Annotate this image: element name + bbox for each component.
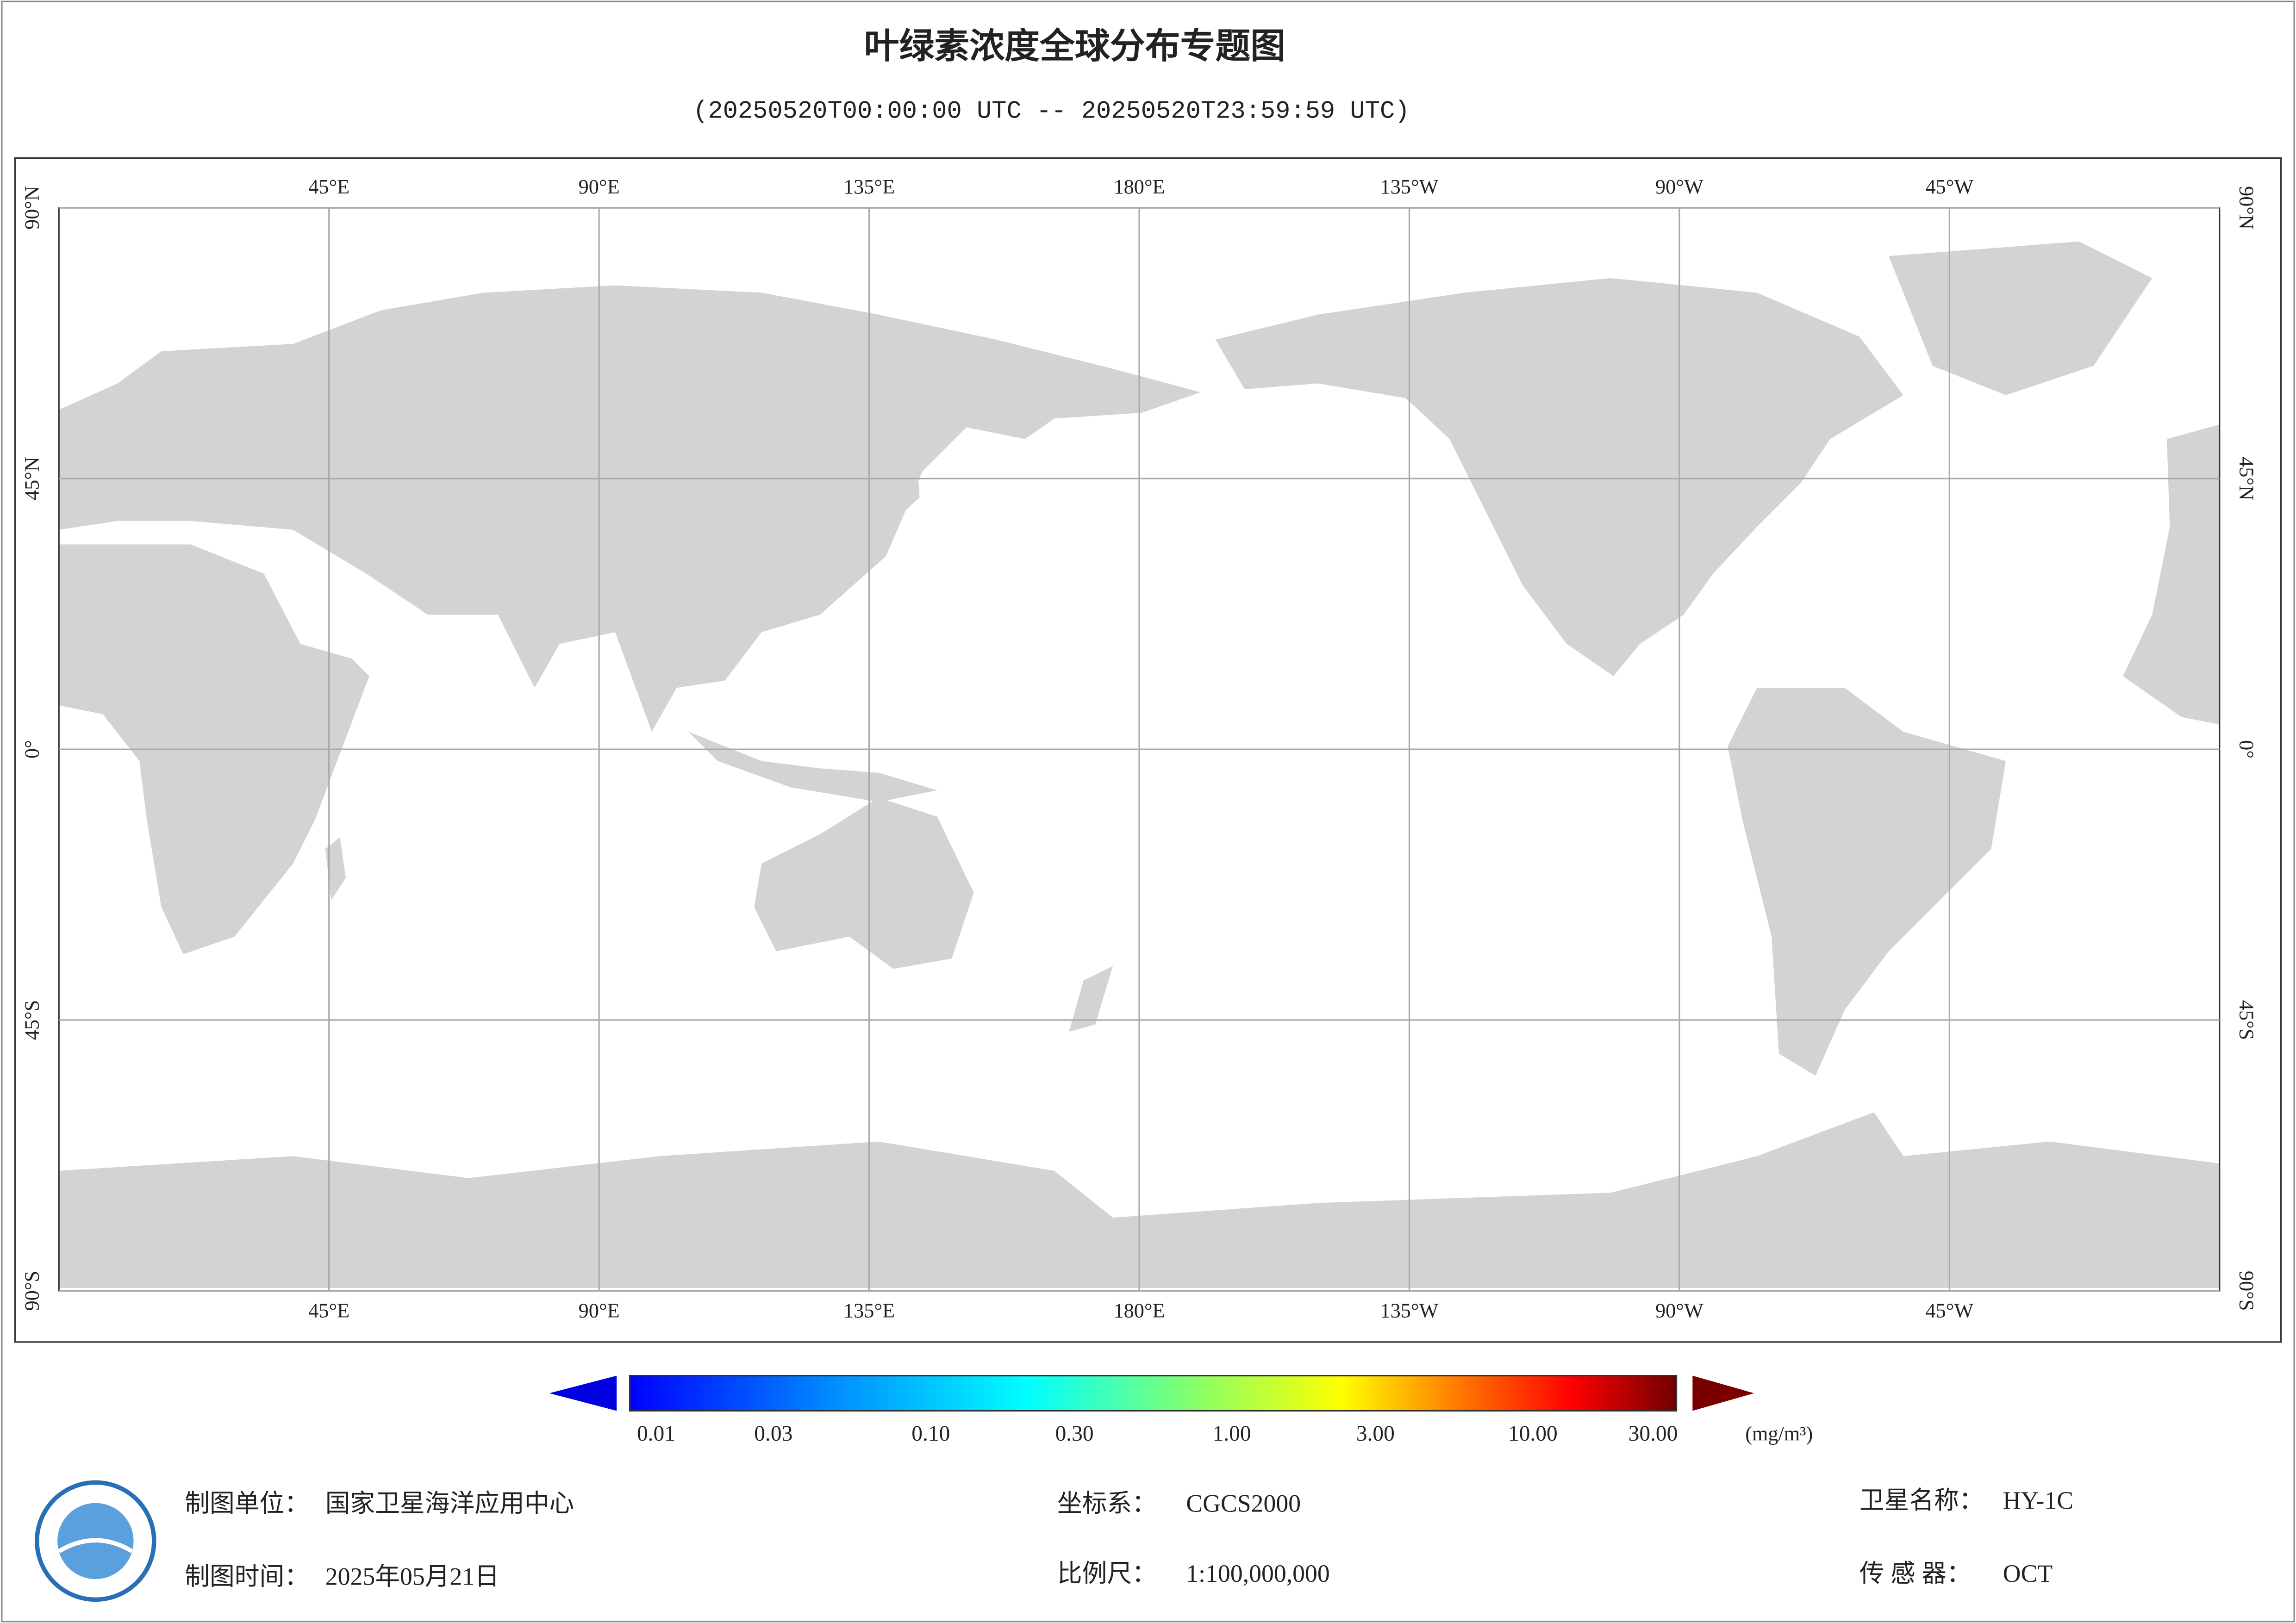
- footer-crs-label: 坐标系：: [1057, 1489, 1157, 1517]
- colorbar-tick-label: 0.30: [1055, 1422, 1094, 1446]
- indonesia: [688, 732, 937, 802]
- footer-scale-value: 1:100,000,000: [1186, 1560, 1330, 1587]
- lat-label-right: 45°S: [2235, 1000, 2258, 1040]
- colorbar-tick-label: 0.01: [637, 1422, 675, 1446]
- footer-sensor-value: OCT: [2003, 1560, 2053, 1587]
- colorbar-over-arrow: [1692, 1375, 1754, 1411]
- greenland: [1889, 241, 2152, 395]
- japan: [871, 439, 920, 542]
- lat-label-right: 90°S: [2235, 1271, 2258, 1311]
- colorbar-tick-label: 30.00: [1628, 1422, 1678, 1446]
- eurasia: [59, 285, 1201, 732]
- lat-label-left: 90°S: [21, 1271, 44, 1311]
- europe-africa-east: [2123, 424, 2220, 725]
- new-zealand: [1069, 966, 1113, 1032]
- footer-time-value: 2025年05月21日: [325, 1562, 499, 1590]
- north-america: [1215, 278, 1903, 676]
- lon-label-bottom: 45°E: [308, 1300, 349, 1322]
- footer-time-label: 制图时间：: [185, 1562, 309, 1590]
- lat-label-left: 90°N: [21, 186, 44, 230]
- lon-label-top: 90°W: [1655, 175, 1703, 198]
- lon-label-top: 90°E: [579, 175, 620, 198]
- footer-crs-value: CGCS2000: [1186, 1489, 1301, 1517]
- lon-label-top: 45°W: [1925, 175, 1973, 198]
- colorbar: [629, 1374, 1678, 1412]
- lat-label-left: 45°N: [21, 457, 44, 500]
- footer-satellite-value: HY-1C: [2003, 1486, 2073, 1514]
- title: 叶绿素浓度全球分布专题图: [864, 25, 1286, 66]
- footer-unit-value: 国家卫星海洋应用中心: [325, 1489, 574, 1517]
- lon-label-bottom: 90°W: [1655, 1300, 1703, 1322]
- lat-label-left: 0°: [21, 740, 44, 759]
- lat-label-right: 0°: [2235, 740, 2258, 759]
- footer-scale-label: 比例尺：: [1057, 1560, 1157, 1587]
- colorbar-tick-label: 1.00: [1213, 1422, 1251, 1446]
- colorbar-tick-label: 0.10: [911, 1422, 950, 1446]
- lon-label-bottom: 180°E: [1113, 1300, 1165, 1322]
- colorbar-tick-label: 0.03: [754, 1422, 792, 1446]
- footer-satellite-label: 卫星名称：: [1859, 1486, 1984, 1514]
- footer-unit-label: 制图单位：: [185, 1489, 309, 1517]
- lon-label-top: 135°W: [1380, 175, 1439, 198]
- australia: [754, 797, 974, 969]
- logo: [35, 1480, 156, 1602]
- lon-label-top: 135°E: [843, 175, 895, 198]
- colorbar-tick-label: 3.00: [1356, 1422, 1395, 1446]
- lon-label-bottom: 135°E: [843, 1300, 895, 1322]
- south-america: [1728, 688, 2006, 1076]
- madagascar: [325, 837, 346, 900]
- colorbar-under-arrow: [549, 1375, 617, 1411]
- lon-label-bottom: 135°W: [1380, 1300, 1439, 1322]
- lon-label-top: 45°E: [308, 175, 349, 198]
- colorbar-unit: (mg/m³): [1745, 1422, 1813, 1445]
- lat-label-right: 90°N: [2235, 186, 2258, 230]
- lon-label-bottom: 45°W: [1925, 1300, 1973, 1322]
- lon-label-bottom: 90°E: [579, 1300, 620, 1322]
- lat-label-left: 45°S: [21, 1000, 44, 1040]
- lat-label-right: 45°N: [2235, 457, 2258, 500]
- colorbar-tick-label: 10.00: [1508, 1422, 1558, 1446]
- lon-label-top: 180°E: [1113, 175, 1165, 198]
- subtitle: (20250520T00:00:00 UTC -- 20250520T23:59…: [693, 98, 1410, 126]
- footer-sensor-label: 传 感 器：: [1859, 1560, 1972, 1587]
